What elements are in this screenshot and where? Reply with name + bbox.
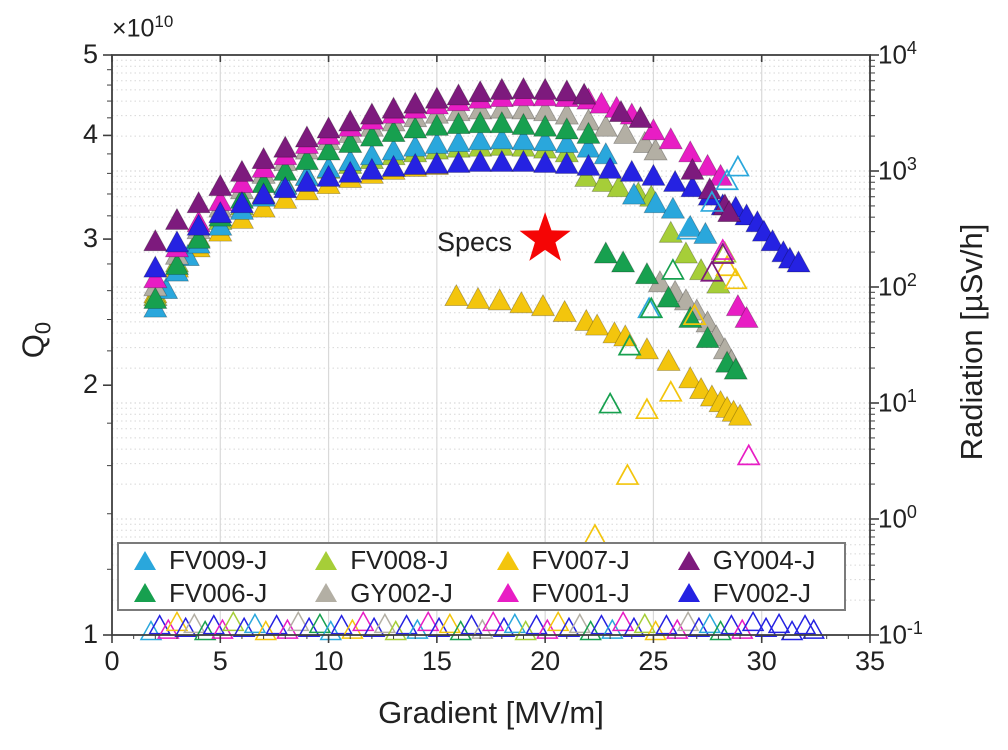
legend-label: FV002-J — [712, 577, 812, 608]
y-right-tick-label-10e0: 100 — [878, 502, 917, 534]
y-right-tick-label-10e2: 102 — [878, 270, 917, 302]
y-right-axis-title: Radiation [µSv/h] — [954, 223, 989, 461]
plot-border — [111, 54, 871, 636]
x-tick-label-15: 15 — [421, 646, 452, 676]
legend-item-FV006-J: FV006-J — [119, 580, 300, 606]
triangle-marker-icon — [677, 550, 700, 570]
x-tick-label-20: 20 — [530, 646, 561, 676]
legend-item-GY002-J: GY002-J — [300, 580, 481, 606]
y-left-tick-label-1: 1 — [82, 619, 98, 649]
y-left-tick-label-5: 5 — [82, 39, 98, 69]
specs-annotation-label: Specs — [436, 227, 512, 257]
triangle-marker-icon — [315, 583, 338, 603]
y-left-axis-title: Q0 — [15, 321, 56, 359]
y-right-tick-label-10e3: 103 — [878, 154, 917, 186]
x-tick-label-35: 35 — [854, 646, 886, 676]
specs-star-marker — [519, 212, 571, 261]
legend-item-FV008-J: FV008-J — [300, 547, 481, 573]
series-FV007-J-radiation-markers — [583, 254, 748, 545]
y-left-tick-label-3: 3 — [82, 223, 98, 254]
series-GY004-J-radiation-markers — [699, 242, 735, 282]
floor-radiation-markers — [139, 610, 825, 641]
y-right-tick-label-10e4: 104 — [878, 38, 917, 70]
series-GY004-J-q0-markers — [143, 76, 742, 252]
triangle-marker-icon — [496, 550, 519, 570]
triangle-marker-icon — [496, 583, 519, 603]
legend-label: FV006-J — [169, 577, 268, 608]
legend-label: GY004-J — [712, 545, 816, 576]
x-tick-label-25: 25 — [638, 646, 669, 676]
legend-item-GY004-J: GY004-J — [663, 547, 844, 573]
y-right-tick-label-10e-1: 10-1 — [878, 618, 923, 650]
triangle-marker-icon — [677, 583, 700, 603]
chart-legend: FV009-J FV008-J FV007-J GY004-J FV006-J GY002… — [117, 542, 846, 611]
legend-label: GY002-J — [350, 577, 453, 608]
y-axis-exponent-label: ×1010 — [112, 12, 174, 43]
legend-label: FV007-J — [531, 545, 630, 576]
y-right-tick-label-10e1: 101 — [878, 386, 917, 418]
legend-label: FV001-J — [531, 577, 630, 608]
legend-item-FV001-J: FV001-J — [482, 580, 663, 606]
x-tick-label-0: 0 — [104, 646, 120, 676]
axis-ticks — [103, 54, 879, 643]
legend-item-FV002-J: FV002-J — [663, 580, 844, 606]
y-left-tick-label-4: 4 — [82, 119, 98, 150]
triangle-marker-icon — [134, 550, 156, 570]
legend-label: FV008-J — [350, 545, 449, 576]
y-left-tick-label-2: 2 — [82, 369, 98, 400]
x-tick-label-10: 10 — [313, 646, 344, 676]
x-axis-title: Gradient [MV/m] — [378, 695, 604, 730]
legend-item-FV009-J: FV009-J — [119, 547, 300, 573]
legend-label: FV009-J — [169, 545, 268, 576]
series-FV001-J-radiation-markers — [710, 238, 761, 466]
x-tick-label-30: 30 — [746, 646, 777, 676]
legend-item-FV007-J: FV007-J — [482, 547, 663, 573]
x-tick-label-5: 5 — [212, 646, 228, 676]
series-FV006-J-radiation-markers — [598, 258, 685, 414]
triangle-marker-icon — [134, 583, 156, 603]
triangle-marker-icon — [315, 550, 338, 570]
